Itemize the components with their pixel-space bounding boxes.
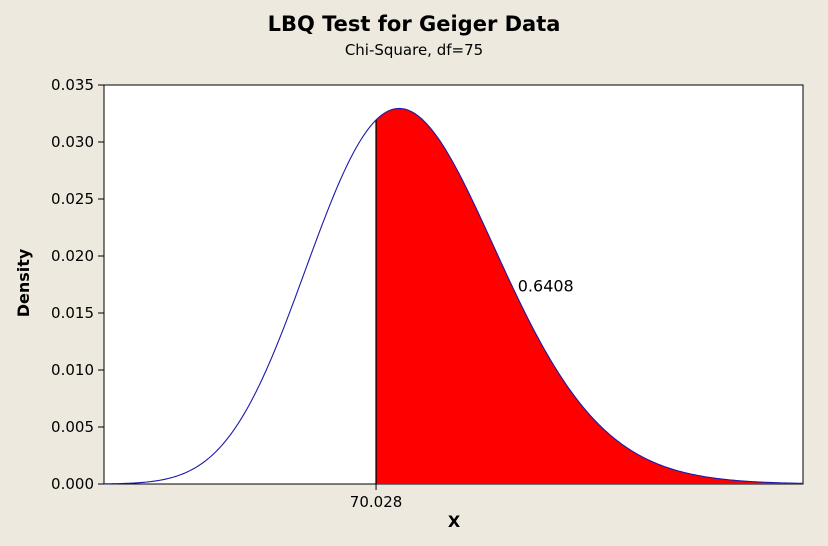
y-tick-label: 0.000 <box>51 475 94 493</box>
y-axis-label: Density <box>14 248 33 317</box>
chart-subtitle: Chi-Square, df=75 <box>345 41 483 59</box>
tail-area-label: 0.6408 <box>518 276 574 295</box>
y-tick-label: 0.025 <box>51 190 94 208</box>
x-tick-label: 70.028 <box>350 493 403 511</box>
chart-title: LBQ Test for Geiger Data <box>268 12 561 36</box>
y-tick-label: 0.020 <box>51 247 94 265</box>
y-tick-label: 0.005 <box>51 418 94 436</box>
y-tick-label: 0.030 <box>51 133 94 151</box>
shaded-tail-area <box>376 108 803 484</box>
x-axis-label: X <box>448 512 461 531</box>
y-tick-label: 0.010 <box>51 361 94 379</box>
density-curve <box>103 107 804 485</box>
y-tick-label: 0.035 <box>51 76 94 94</box>
y-tick-label: 0.015 <box>51 304 94 322</box>
